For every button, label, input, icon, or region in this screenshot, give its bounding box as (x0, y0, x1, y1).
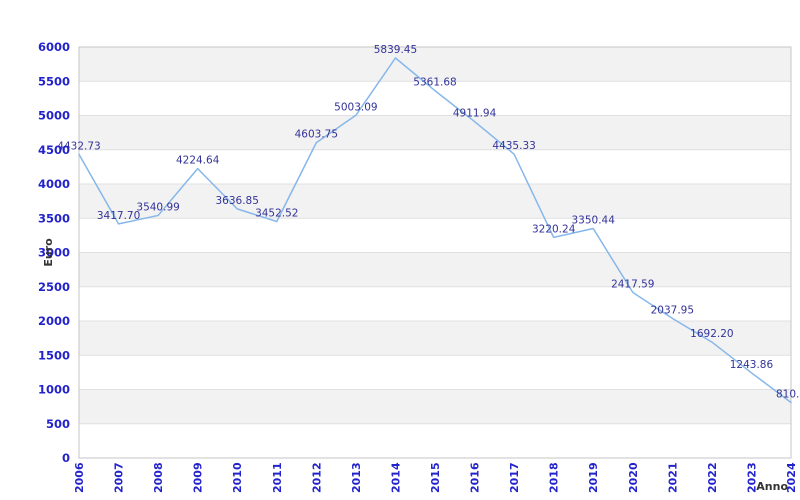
x-tick-label: 2019 (587, 462, 600, 493)
x-tick-label: 2011 (271, 462, 284, 493)
x-tick-label: 2015 (429, 462, 442, 493)
point-label: 2037.95 (651, 304, 694, 316)
x-tick-label: 2013 (350, 462, 363, 493)
point-label: 5003.09 (334, 101, 377, 113)
plot-gridlines (79, 80, 791, 425)
y-tick-label: 1500 (38, 348, 70, 362)
y-tick-label: 5000 (38, 109, 70, 123)
plot-band (79, 184, 791, 219)
x-tick-label: 2021 (666, 462, 679, 493)
x-tick-label: 2006 (73, 462, 86, 493)
point-label: 3452.52 (255, 208, 298, 220)
point-label: 1243.86 (730, 359, 774, 371)
plot-band (79, 321, 791, 356)
point-label: 3636.85 (216, 195, 259, 207)
y-tick-label: 1000 (38, 383, 70, 397)
point-label: 3417.70 (97, 210, 140, 222)
x-axis-title: Anno (756, 480, 788, 493)
plot-band (79, 47, 791, 82)
x-tick-label: 2008 (152, 462, 165, 493)
plot-border (78, 46, 792, 459)
y-tick-label: 0 (62, 451, 70, 465)
x-tick-label: 2016 (469, 462, 482, 493)
x-tick-label: 2020 (627, 462, 640, 493)
point-label: 5361.68 (413, 77, 456, 89)
point-label: 4224.64 (176, 155, 220, 167)
y-tick-label: 6000 (38, 40, 70, 54)
y-tick-label: 500 (46, 417, 70, 431)
plot-band (79, 115, 791, 150)
x-axis-tick-labels: 2006 2007 2008 2009 2010 2011 2012 2013 2014 2015… (73, 462, 798, 493)
y-axis-tick-labels: 0 500 1000 1500 2000 2500 3000 3500 4000 4500 5000… (38, 40, 70, 465)
point-label: 810.4 (776, 388, 800, 400)
plot-band (79, 389, 791, 424)
y-axis-title: Euro (42, 238, 55, 267)
y-tick-label: 2000 (38, 314, 70, 328)
x-tick-label: 2010 (231, 462, 244, 493)
point-label: 3540.99 (136, 201, 179, 213)
x-tick-label: 2018 (548, 462, 561, 493)
x-tick-label: 2022 (706, 462, 719, 493)
y-tick-label: 2500 (38, 280, 70, 294)
point-label: 4603.75 (295, 129, 338, 141)
y-tick-label: 3000 (38, 246, 70, 260)
x-tick-label: 2009 (192, 462, 205, 493)
x-tick-label: 2023 (745, 462, 758, 493)
plot-band (79, 252, 791, 287)
x-tick-label: 2012 (310, 462, 323, 493)
x-tick-label: 2014 (389, 462, 402, 493)
x-tick-label: 2007 (113, 462, 126, 493)
point-label: 3350.44 (572, 214, 616, 226)
point-label: 1692.20 (690, 328, 733, 340)
plot-bands (79, 47, 791, 424)
x-tick-label: 2024 (785, 462, 798, 493)
point-label: 5839.45 (374, 44, 417, 56)
point-label: 4435.33 (492, 140, 535, 152)
point-label: 4911.94 (453, 108, 497, 120)
point-label: 4432.73 (57, 140, 100, 152)
y-tick-label: 4000 (38, 177, 70, 191)
x-tick-label: 2017 (508, 462, 521, 493)
series-line-importi (78, 57, 792, 404)
y-tick-label: 4500 (38, 143, 70, 157)
y-tick-label: 3500 (38, 211, 70, 225)
y-tick-label: 5500 (38, 74, 70, 88)
point-label: 3220.24 (532, 223, 576, 235)
point-label: 2417.59 (611, 278, 654, 290)
